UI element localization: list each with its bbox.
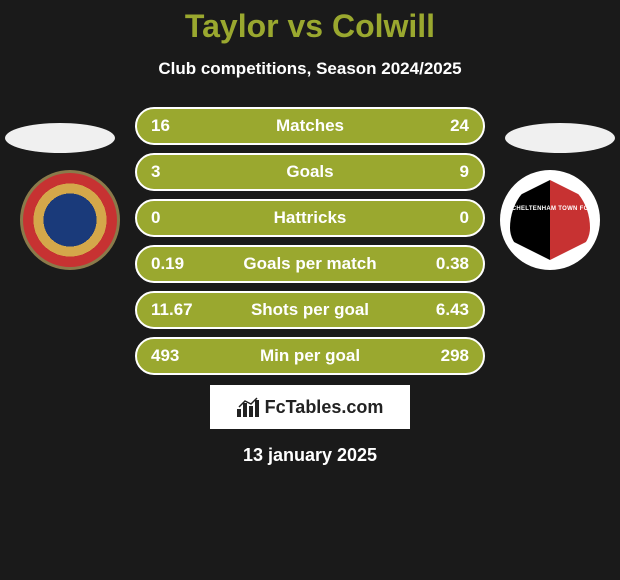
stat-label: Hattricks — [201, 208, 419, 228]
stat-label: Matches — [201, 116, 419, 136]
subtitle: Club competitions, Season 2024/2025 — [0, 59, 620, 79]
stat-left-value: 0 — [151, 208, 201, 228]
stat-right-value: 0 — [419, 208, 469, 228]
stat-row: 493 Min per goal 298 — [135, 337, 485, 375]
bar-chart-icon — [237, 397, 259, 417]
player-right-silhouette — [505, 123, 615, 153]
stat-row: 0.19 Goals per match 0.38 — [135, 245, 485, 283]
page-title: Taylor vs Colwill — [0, 8, 620, 45]
brand-text: FcTables.com — [265, 397, 384, 418]
stat-right-value: 9 — [419, 162, 469, 182]
stat-left-value: 3 — [151, 162, 201, 182]
club-crest-right — [500, 170, 600, 270]
stat-row: 0 Hattricks 0 — [135, 199, 485, 237]
club-crest-left — [20, 170, 120, 270]
stat-row: 11.67 Shots per goal 6.43 — [135, 291, 485, 329]
stat-row: 16 Matches 24 — [135, 107, 485, 145]
stat-row: 3 Goals 9 — [135, 153, 485, 191]
stat-left-value: 0.19 — [151, 254, 201, 274]
stat-left-value: 493 — [151, 346, 201, 366]
comparison-card: Taylor vs Colwill Club competitions, Sea… — [0, 0, 620, 580]
stat-left-value: 11.67 — [151, 300, 201, 320]
player-left-silhouette — [5, 123, 115, 153]
stat-right-value: 0.38 — [419, 254, 469, 274]
stats-table: 16 Matches 24 3 Goals 9 0 Hattricks 0 0.… — [135, 107, 485, 375]
stat-label: Goals — [201, 162, 419, 182]
date-label: 13 january 2025 — [0, 445, 620, 466]
stat-label: Shots per goal — [201, 300, 419, 320]
stat-right-value: 24 — [419, 116, 469, 136]
stat-right-value: 6.43 — [419, 300, 469, 320]
stat-right-value: 298 — [419, 346, 469, 366]
stat-label: Goals per match — [201, 254, 419, 274]
stat-label: Min per goal — [201, 346, 419, 366]
brand-badge[interactable]: FcTables.com — [210, 385, 410, 429]
stat-left-value: 16 — [151, 116, 201, 136]
